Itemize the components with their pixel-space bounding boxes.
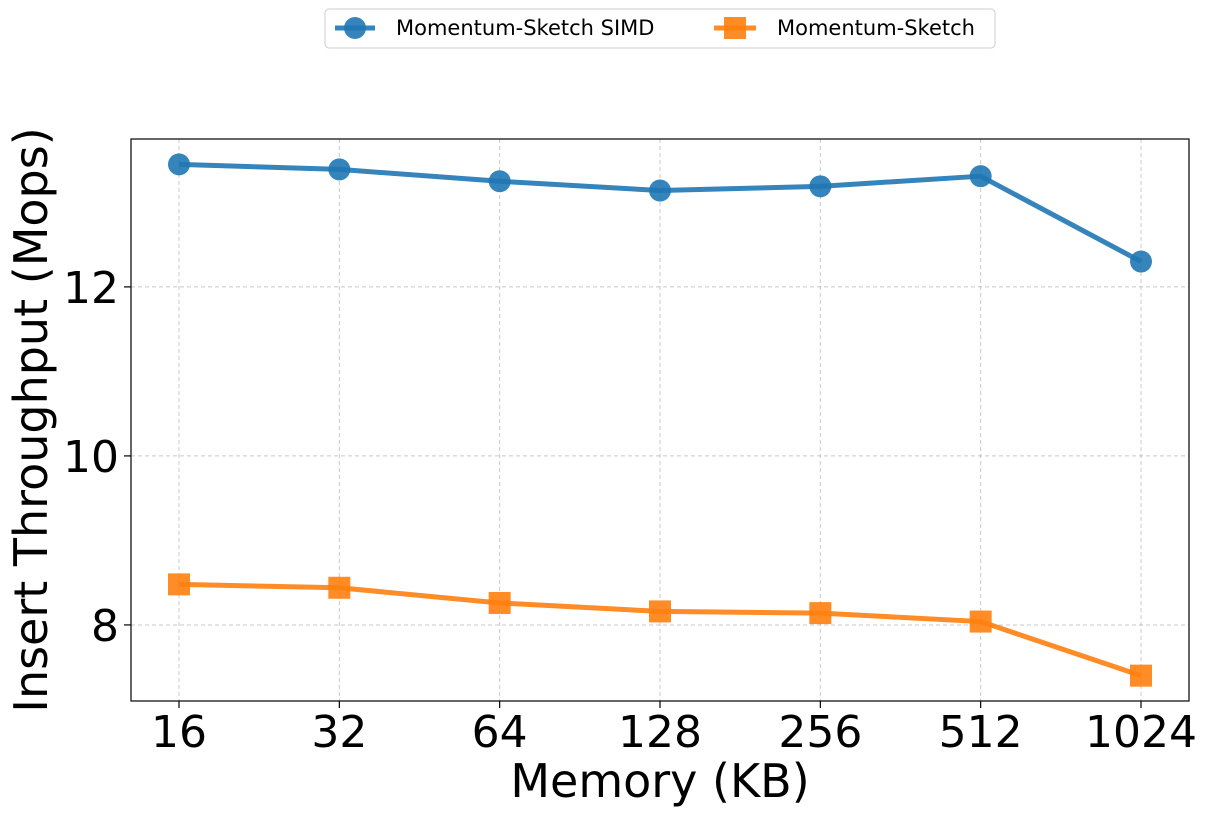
x-axis: 16 32 64 128 256 512 1024 [151,701,1197,758]
data-point-circle [168,153,190,176]
y-axis-title: Insert Throughput (Mops) [4,127,58,712]
x-axis-title: Memory (KB) [510,754,809,808]
legend-item-simd: Momentum-Sketch SIMD [335,16,654,40]
y-tick-label: 12 [63,263,119,314]
data-point-square [969,610,992,633]
x-tick-label: 256 [778,707,862,758]
x-tick-label: 16 [151,707,207,758]
legend: Momentum-Sketch SIMD Momentum-Sketch [324,8,996,49]
data-point-circle [809,175,832,198]
legend-label-simd: Momentum-Sketch SIMD [396,16,654,40]
data-point-circle [488,170,511,193]
legend-label-baseline: Momentum-Sketch [777,16,975,40]
data-point-square [168,573,190,596]
y-axis: 8 10 12 [63,263,131,652]
legend-item-baseline: Momentum-Sketch [714,16,975,40]
y-tick-label: 10 [63,432,119,483]
x-tick-label: 1024 [1085,707,1197,758]
data-point-square [649,600,671,623]
x-tick-label: 32 [311,707,367,758]
data-point-circle [649,179,671,202]
legend-marker-simd [344,17,366,39]
data-point-square [1130,664,1152,687]
data-point-square [809,602,832,625]
y-tick-label: 8 [91,601,119,652]
x-tick-label: 512 [939,707,1023,758]
data-point-circle [1130,250,1152,273]
data-point-square [488,591,511,614]
legend-frame [324,8,996,49]
data-point-square [328,576,351,599]
x-tick-label: 64 [472,707,528,758]
legend-marker-baseline [724,17,746,39]
data-point-circle [969,165,992,188]
data-point-circle [328,158,351,181]
grid [131,139,1189,701]
series-layer [168,153,1152,687]
x-tick-label: 128 [618,707,702,758]
